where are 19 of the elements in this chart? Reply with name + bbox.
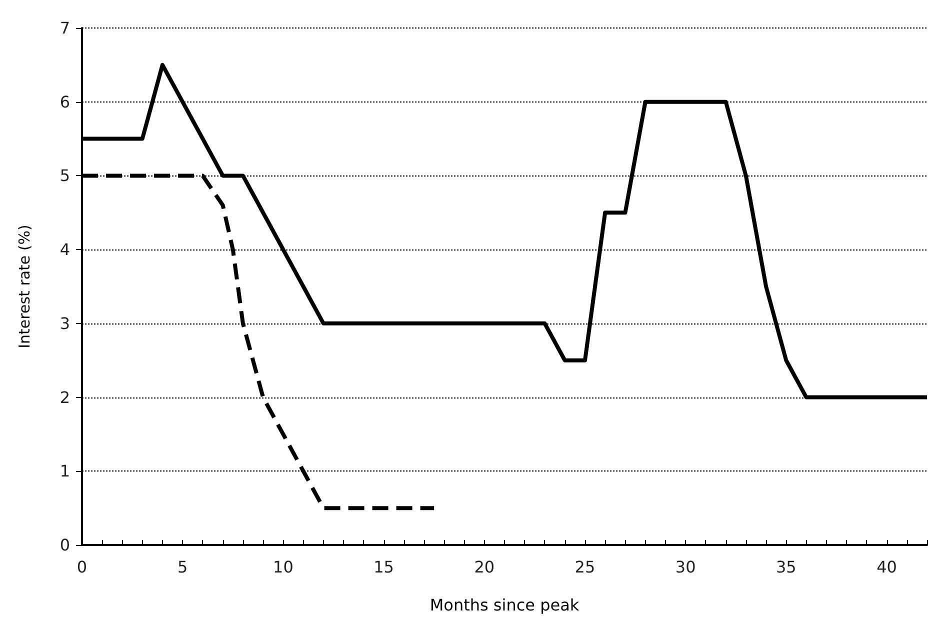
x-tick-label: 30	[675, 558, 696, 576]
x-tick-label: 10	[273, 558, 294, 576]
x-tick-label: 5	[178, 558, 188, 576]
y-tick-label: 7	[60, 18, 70, 38]
x-tick-label: 40	[876, 558, 897, 576]
x-tick-label: 0	[76, 558, 88, 576]
x-tick-label: 25	[574, 558, 596, 576]
x-tick-label: 15	[374, 558, 394, 576]
x-tick-label: 20	[474, 558, 495, 576]
y-axis-title: Interest rate (%)	[16, 224, 34, 348]
x-axis-title: Months since peak	[430, 596, 580, 614]
y-tick-label: 3	[60, 314, 70, 333]
y-tick-label: 5	[60, 166, 70, 186]
x-tick-label: 35	[776, 558, 796, 576]
y-tick-label: 1	[60, 462, 70, 481]
y-tick-label: 2	[60, 388, 70, 407]
y-tick-label: 6	[60, 92, 70, 112]
y-tick-label: 4	[60, 240, 70, 260]
y-tick-label: 0	[60, 536, 70, 554]
